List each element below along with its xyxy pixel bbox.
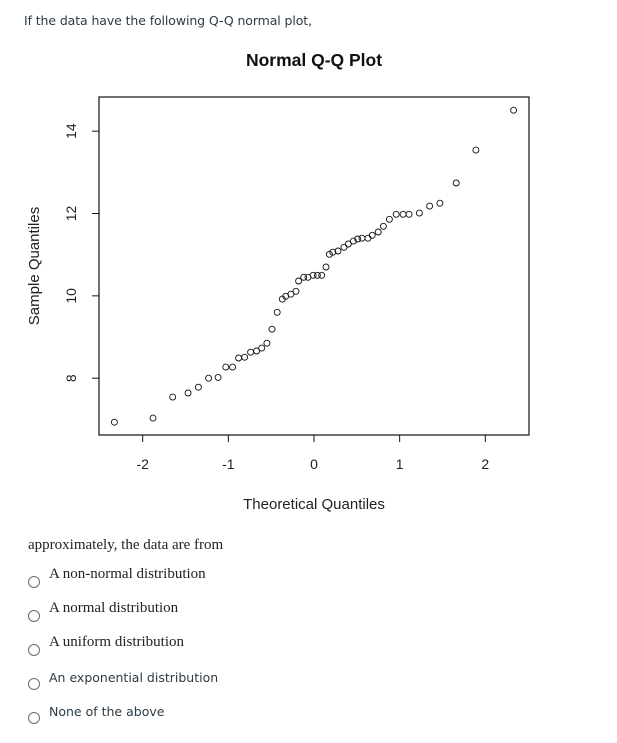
- option-label[interactable]: A normal distribution: [49, 600, 179, 616]
- x-axis: -2 -1 0 1 2: [136, 435, 489, 472]
- data-point: [318, 271, 326, 279]
- data-point: [392, 210, 400, 218]
- y-tick-label: 14: [63, 123, 79, 139]
- option-label[interactable]: None of the above: [49, 704, 165, 719]
- data-point: [214, 373, 222, 381]
- y-tick-label: 10: [63, 288, 79, 304]
- question-prompt: approximately, the data are from: [28, 537, 224, 553]
- data-point: [452, 179, 460, 187]
- data-point: [263, 339, 271, 347]
- data-point: [405, 210, 413, 218]
- data-point: [273, 308, 281, 316]
- data-point: [169, 393, 177, 401]
- data-point: [184, 389, 192, 397]
- chart-title: Normal Q-Q Plot: [246, 50, 382, 70]
- data-point: [309, 271, 317, 279]
- x-tick-label: -1: [222, 456, 235, 472]
- data-point: [313, 271, 321, 279]
- radio-button[interactable]: [28, 712, 40, 724]
- x-tick-label: 1: [396, 456, 404, 472]
- data-point: [368, 231, 376, 239]
- answer-option[interactable]: None of the above: [28, 702, 164, 726]
- data-point: [300, 273, 308, 281]
- data-point: [247, 348, 255, 356]
- data-point: [426, 202, 434, 210]
- data-point: [258, 344, 266, 352]
- x-tick-label: 2: [481, 456, 489, 472]
- answer-option[interactable]: A normal distribution: [28, 600, 178, 624]
- data-point: [379, 222, 387, 230]
- data-point: [374, 228, 382, 236]
- data-point: [268, 325, 276, 333]
- data-point: [415, 209, 423, 217]
- answer-option[interactable]: A uniform distribution: [28, 634, 184, 658]
- data-point: [325, 250, 333, 258]
- data-point: [292, 287, 300, 295]
- x-axis-label: Theoretical Quantiles: [243, 496, 385, 513]
- data-point: [110, 418, 118, 426]
- data-point: [334, 247, 342, 255]
- data-point: [472, 146, 480, 154]
- data-point: [385, 215, 393, 223]
- data-point: [364, 234, 372, 242]
- data-point: [436, 199, 444, 207]
- answer-option[interactable]: An exponential distribution: [28, 668, 218, 692]
- data-point: [241, 353, 249, 361]
- data-point: [149, 414, 157, 422]
- data-point: [399, 210, 407, 218]
- data-point: [229, 363, 237, 371]
- y-axis: 8 10 12 14: [63, 123, 99, 382]
- data-point: [287, 290, 295, 298]
- answer-option[interactable]: A non-normal distribution: [28, 566, 206, 590]
- y-tick-label: 8: [63, 374, 79, 382]
- y-axis-label: Sample Quantiles: [26, 207, 43, 325]
- data-point: [205, 374, 213, 382]
- data-point: [194, 383, 202, 391]
- data-point: [253, 347, 261, 355]
- x-tick-label: 0: [310, 456, 318, 472]
- data-point: [329, 248, 337, 256]
- data-points: [110, 106, 518, 426]
- radio-button[interactable]: [28, 610, 40, 622]
- radio-button[interactable]: [28, 678, 40, 690]
- data-point: [322, 263, 330, 271]
- option-label[interactable]: An exponential distribution: [49, 670, 219, 685]
- data-point: [349, 237, 357, 245]
- data-point: [354, 235, 362, 243]
- data-point: [235, 354, 243, 362]
- radio-button[interactable]: [28, 576, 40, 588]
- data-point: [222, 363, 230, 371]
- x-tick-label: -2: [136, 456, 149, 472]
- radio-button[interactable]: [28, 644, 40, 656]
- question-intro: If the data have the following Q-Q norma…: [24, 13, 312, 28]
- data-point: [510, 106, 518, 114]
- option-label[interactable]: A non-normal distribution: [49, 566, 206, 582]
- plot-frame: [98, 96, 530, 436]
- data-point: [344, 240, 352, 248]
- data-point: [340, 243, 348, 251]
- option-label[interactable]: A uniform distribution: [49, 634, 184, 650]
- data-point: [295, 277, 303, 285]
- y-tick-label: 12: [63, 206, 79, 222]
- data-point: [358, 234, 366, 242]
